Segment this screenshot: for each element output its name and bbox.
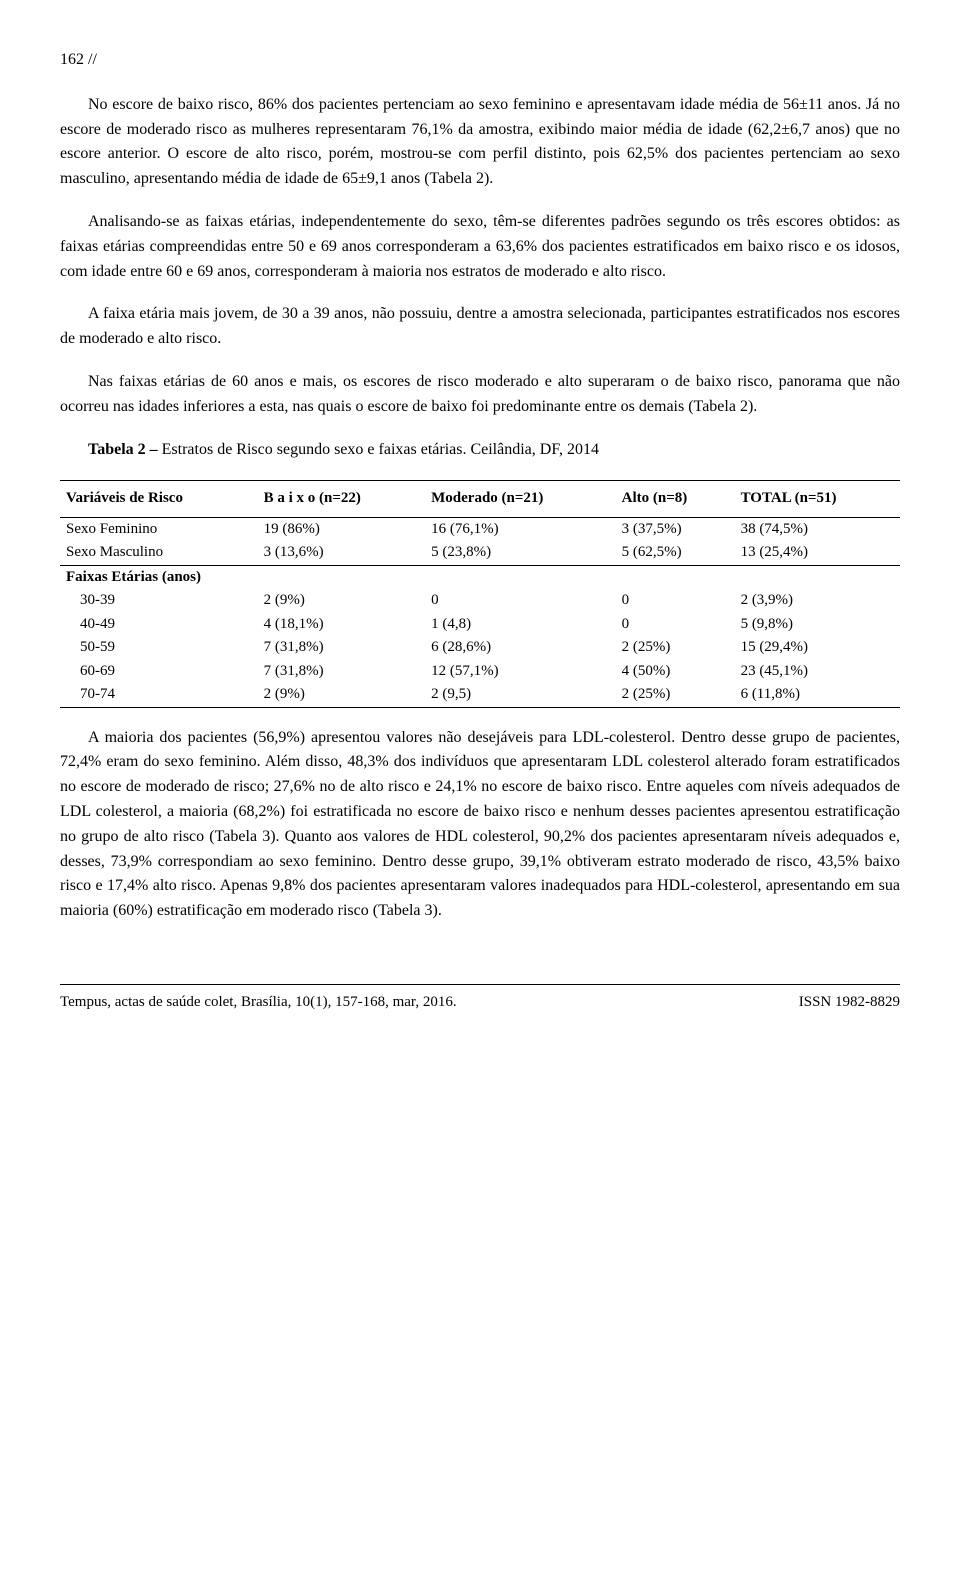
cell-baixo: 2 (9%) xyxy=(258,683,426,707)
table-row-section: Faixas Etárias (anos) xyxy=(60,565,900,589)
cell-moderado: 1 (4,8) xyxy=(425,613,615,637)
cell-moderado: 2 (9,5) xyxy=(425,683,615,707)
cell-alto: 2 (25%) xyxy=(616,636,735,660)
table-title-text: Estratos de Risco segundo sexo e faixas … xyxy=(158,441,599,458)
paragraph-1: No escore de baixo risco, 86% dos pacien… xyxy=(60,93,900,192)
table-row: 70-74 2 (9%) 2 (9,5) 2 (25%) 6 (11,8%) xyxy=(60,683,900,707)
table-row: 50-59 7 (31,8%) 6 (28,6%) 2 (25%) 15 (29… xyxy=(60,636,900,660)
cell-baixo: 3 (13,6%) xyxy=(258,541,426,565)
cell-alto: 5 (62,5%) xyxy=(616,541,735,565)
cell-baixo: 19 (86%) xyxy=(258,517,426,541)
table-title: Tabela 2 – Estratos de Risco segundo sex… xyxy=(60,438,900,463)
table-title-label: Tabela 2 – xyxy=(88,441,158,458)
paragraph-5: A maioria dos pacientes (56,9%) apresent… xyxy=(60,726,900,924)
paragraph-3: A faixa etária mais jovem, de 30 a 39 an… xyxy=(60,302,900,352)
footer-right: ISSN 1982-8829 xyxy=(799,991,900,1014)
cell-total: 6 (11,8%) xyxy=(735,683,900,707)
table-row: Sexo Feminino 19 (86%) 16 (76,1%) 3 (37,… xyxy=(60,517,900,541)
cell-total: 13 (25,4%) xyxy=(735,541,900,565)
cell-alto: 0 xyxy=(616,589,735,613)
cell-total: 38 (74,5%) xyxy=(735,517,900,541)
col-variaveis: Variáveis de Risco xyxy=(60,481,258,517)
cell-moderado: 0 xyxy=(425,589,615,613)
cell-total: 2 (3,9%) xyxy=(735,589,900,613)
cell-alto: 3 (37,5%) xyxy=(616,517,735,541)
cell-label: 70-74 xyxy=(60,683,258,707)
col-moderado: Moderado (n=21) xyxy=(425,481,615,517)
footer-left: Tempus, actas de saúde colet, Brasília, … xyxy=(60,994,457,1010)
cell-label: Sexo Masculino xyxy=(60,541,258,565)
paragraph-4: Nas faixas etárias de 60 anos e mais, os… xyxy=(60,370,900,420)
cell-alto: 0 xyxy=(616,613,735,637)
cell-total: 23 (45,1%) xyxy=(735,660,900,684)
cell-alto: 4 (50%) xyxy=(616,660,735,684)
cell-total: 15 (29,4%) xyxy=(735,636,900,660)
table-row: 40-49 4 (18,1%) 1 (4,8) 0 5 (9,8%) xyxy=(60,613,900,637)
table-row: Sexo Masculino 3 (13,6%) 5 (23,8%) 5 (62… xyxy=(60,541,900,565)
cell-baixo: 7 (31,8%) xyxy=(258,660,426,684)
cell-moderado: 12 (57,1%) xyxy=(425,660,615,684)
footer: Tempus, actas de saúde colet, Brasília, … xyxy=(60,984,900,1014)
cell-label: 30-39 xyxy=(60,589,258,613)
table-row: 30-39 2 (9%) 0 0 2 (3,9%) xyxy=(60,589,900,613)
col-total: TOTAL (n=51) xyxy=(735,481,900,517)
cell-alto: 2 (25%) xyxy=(616,683,735,707)
cell-label: 50-59 xyxy=(60,636,258,660)
cell-baixo: 7 (31,8%) xyxy=(258,636,426,660)
cell-baixo: 2 (9%) xyxy=(258,589,426,613)
cell-section-header: Faixas Etárias (anos) xyxy=(60,565,900,589)
paragraph-2: Analisando-se as faixas etárias, indepen… xyxy=(60,210,900,284)
cell-baixo: 4 (18,1%) xyxy=(258,613,426,637)
page-number: 162 // xyxy=(60,48,900,73)
cell-label: 40-49 xyxy=(60,613,258,637)
cell-moderado: 6 (28,6%) xyxy=(425,636,615,660)
table-header-row: Variáveis de Risco B a i x o (n=22) Mode… xyxy=(60,481,900,517)
table-row: 60-69 7 (31,8%) 12 (57,1%) 4 (50%) 23 (4… xyxy=(60,660,900,684)
col-baixo: B a i x o (n=22) xyxy=(258,481,426,517)
cell-total: 5 (9,8%) xyxy=(735,613,900,637)
cell-moderado: 16 (76,1%) xyxy=(425,517,615,541)
cell-moderado: 5 (23,8%) xyxy=(425,541,615,565)
cell-label: 60-69 xyxy=(60,660,258,684)
risk-table: Variáveis de Risco B a i x o (n=22) Mode… xyxy=(60,480,900,707)
col-alto: Alto (n=8) xyxy=(616,481,735,517)
cell-label: Sexo Feminino xyxy=(60,517,258,541)
